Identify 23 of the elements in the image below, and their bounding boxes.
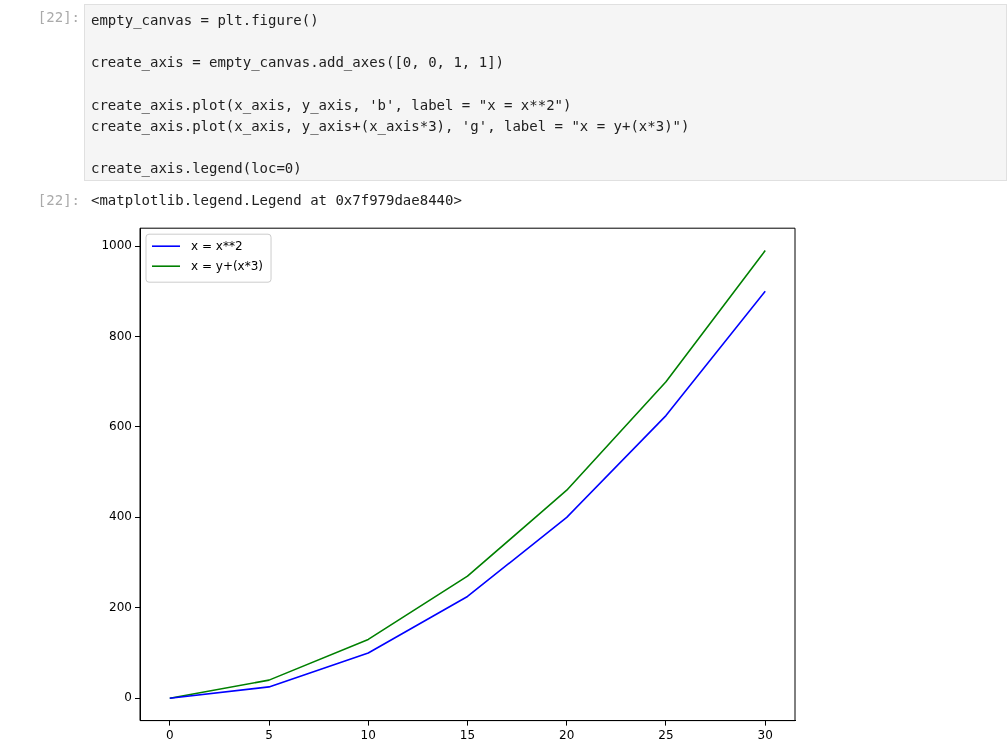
text: <matplotlib.legend.Legend at 0x7f979dae8440> bbox=[91, 192, 462, 208]
y-tick-label: 600 bbox=[109, 419, 132, 434]
text: create_axis.plot(x_axis, y_axis+(x_axis*3), 'g', label = "x = y+(x*3)") bbox=[91, 117, 690, 137]
x-tick-label: 10 bbox=[360, 727, 376, 742]
x-tick-label: 15 bbox=[459, 727, 476, 742]
x-tick-label: 0 bbox=[165, 727, 174, 742]
y-tick-label: 1000 bbox=[101, 238, 132, 253]
text: create_axis.legend(loc=0) bbox=[91, 159, 302, 179]
y-tick-label: 800 bbox=[109, 328, 132, 343]
y-tick-label: 400 bbox=[109, 509, 132, 524]
y-tick-label: 200 bbox=[109, 599, 132, 614]
text: empty_canvas = plt.figure() bbox=[91, 11, 319, 31]
text: [22]: bbox=[36, 192, 80, 208]
x-tick-label: 5 bbox=[265, 727, 273, 742]
y-tick-label: 0 bbox=[124, 690, 132, 705]
legend-label: x = y+(x*3) bbox=[191, 259, 264, 274]
x-tick-label: 25 bbox=[658, 727, 674, 742]
x-tick-label: 30 bbox=[757, 727, 773, 742]
text: create_axis = empty_canvas.add_axes([0, 0, 1, 1]) bbox=[91, 53, 505, 73]
x-tick-label: 20 bbox=[559, 727, 575, 742]
legend-label: x = x**2 bbox=[191, 239, 243, 254]
text: create_axis.plot(x_axis, y_axis, 'b', label = "x = x**2") bbox=[91, 95, 572, 116]
text: [22]: bbox=[36, 9, 80, 25]
